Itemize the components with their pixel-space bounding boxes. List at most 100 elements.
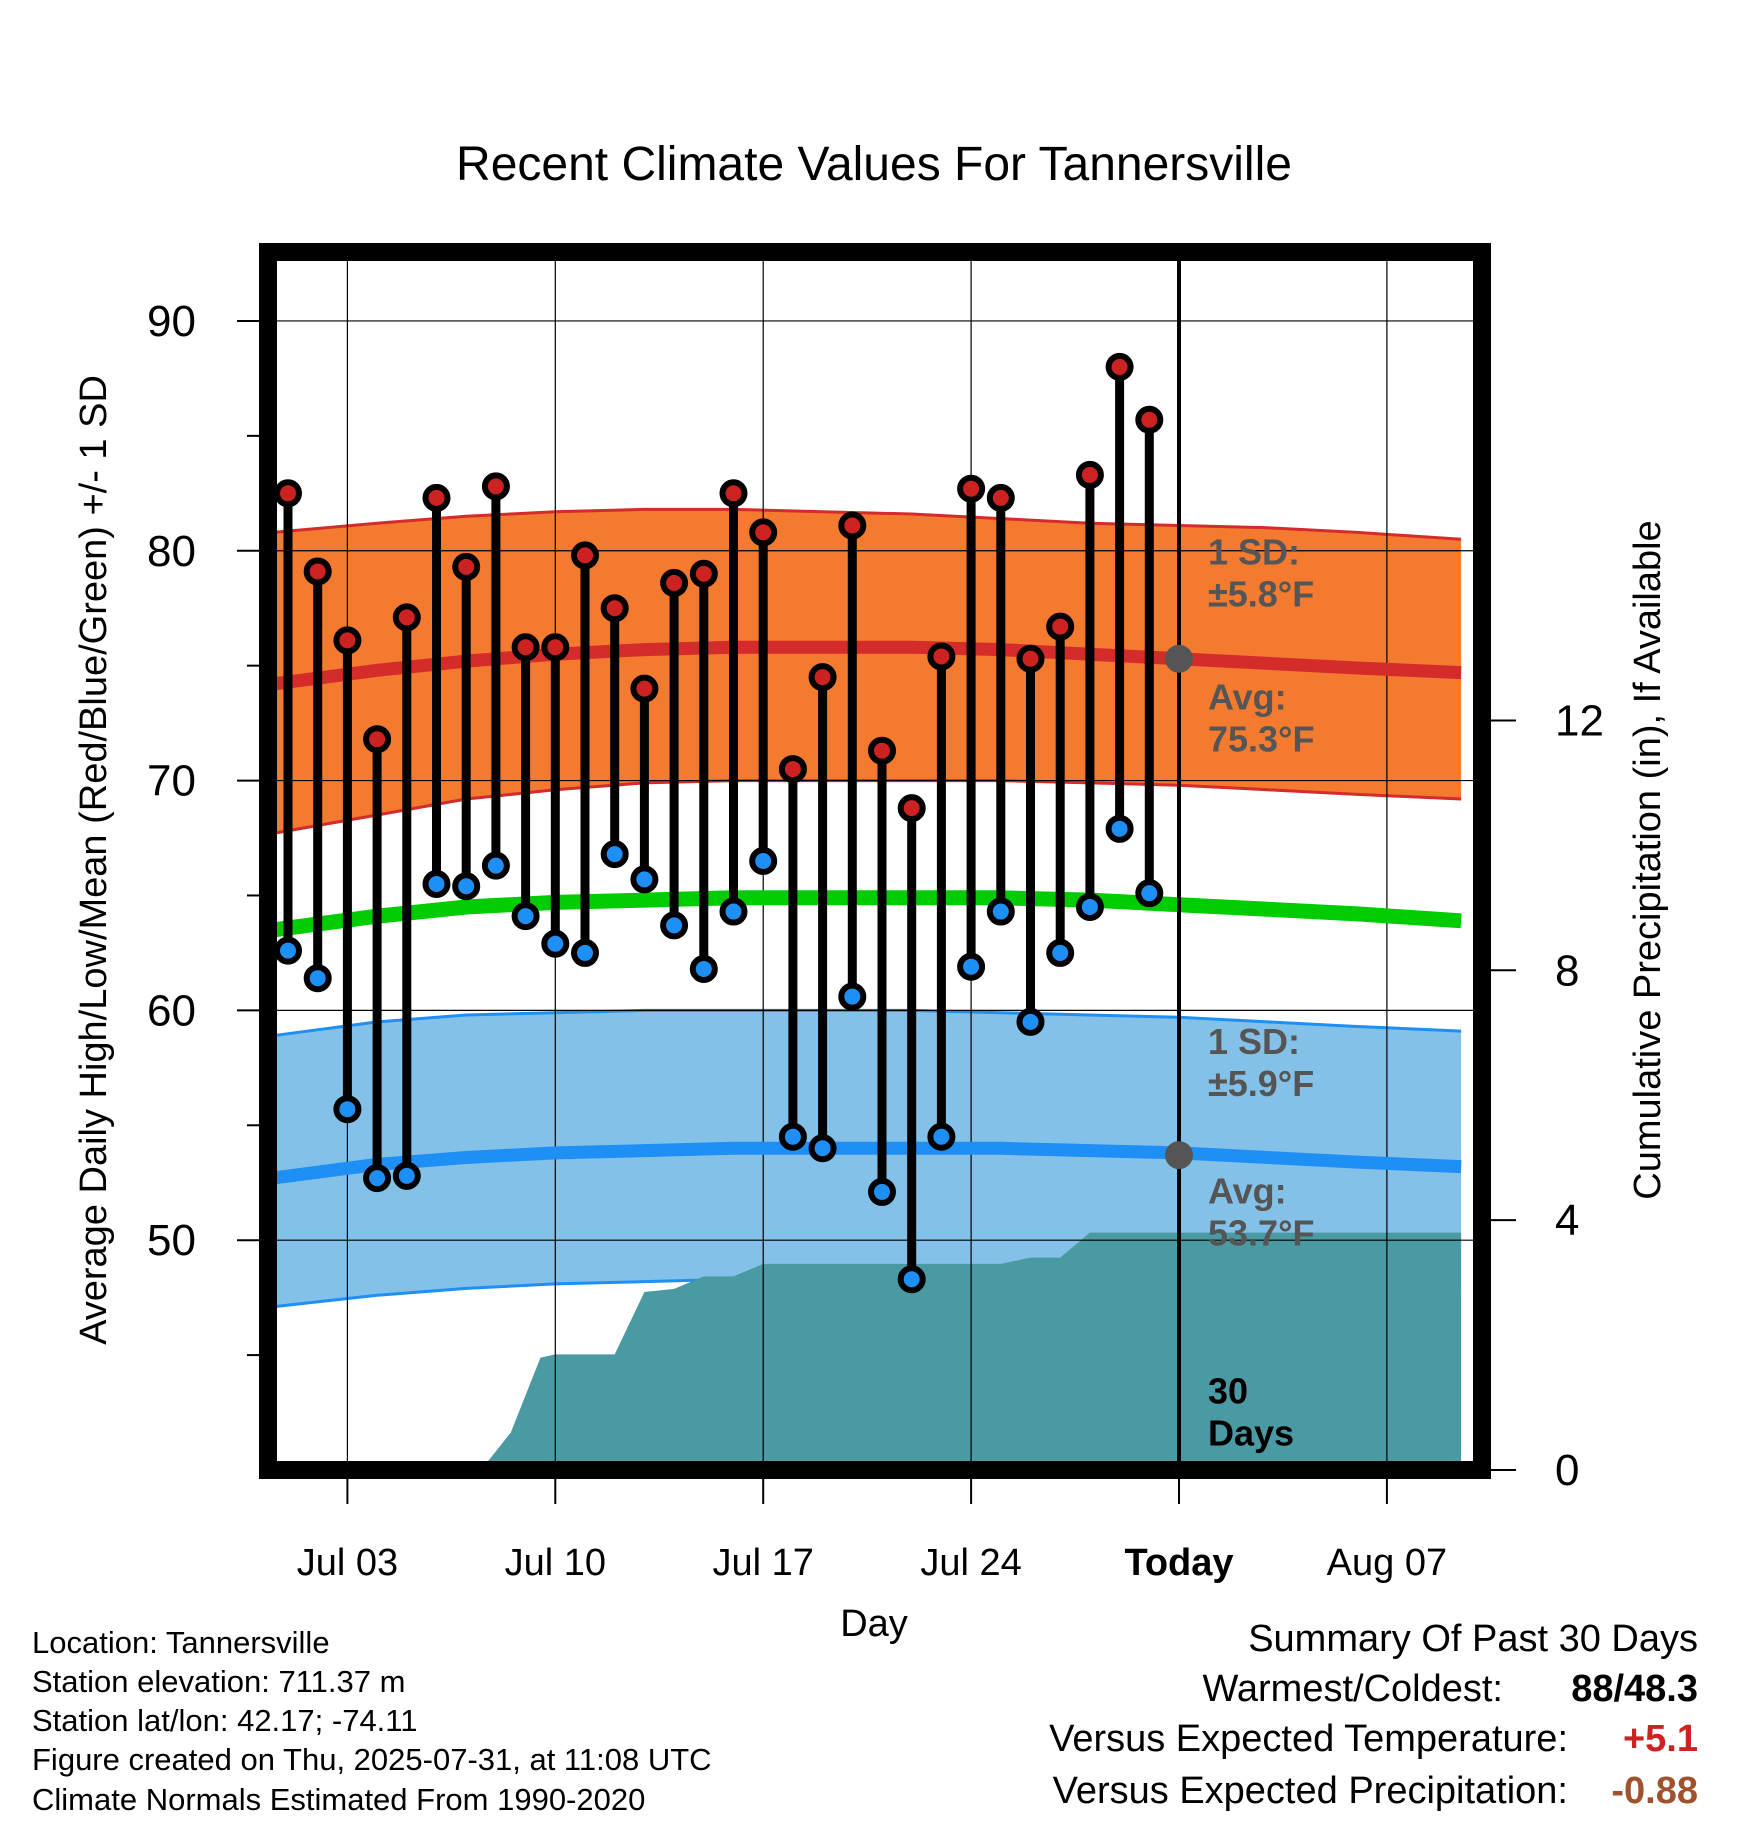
daily-low-point [1135, 879, 1164, 908]
daily-low-point [719, 897, 748, 926]
daily-high-point [481, 472, 510, 501]
daily-high-point [1016, 644, 1045, 673]
daily-low-point [749, 847, 778, 875]
daily-low-point [868, 1177, 896, 1206]
x-tick-label-1: Jul 10 [505, 1542, 606, 1584]
daily-high-point [630, 674, 659, 703]
daily-high-point [868, 736, 896, 765]
daily-low-point [897, 1265, 926, 1294]
daily-low-point [363, 1164, 392, 1193]
daily-high-point [303, 557, 332, 586]
daily-high-point [927, 642, 956, 671]
annotation-high-sd-line1: 1 SD: [1208, 532, 1300, 573]
daily-low-point [481, 851, 510, 880]
daily-low-point [600, 840, 629, 869]
daily-high-point [1105, 352, 1134, 381]
daily-low-point [303, 964, 332, 993]
daily-low-point [808, 1134, 837, 1163]
daily-high-point [422, 483, 451, 512]
y-tick-label-50: 50 [147, 1216, 196, 1265]
summary-precip-value: -0.88 [1611, 1770, 1698, 1812]
x-tick-label-0: Jul 03 [297, 1542, 398, 1584]
summary-precip-label: Versus Expected Precipitation: [1052, 1770, 1568, 1812]
daily-low-point [630, 865, 659, 894]
daily-high-point [838, 511, 867, 540]
daily-low-point [1075, 892, 1104, 921]
y-tick-label-60: 60 [147, 986, 196, 1035]
daily-high-point [1075, 460, 1104, 489]
daily-low-point [392, 1161, 421, 1190]
daily-low-point [1046, 938, 1075, 967]
daily-low-point [452, 872, 481, 901]
plot-inner [268, 252, 1482, 1470]
daily-high-point [363, 725, 392, 754]
y-tick-label-70: 70 [147, 757, 196, 806]
daily-high-point [957, 474, 986, 503]
info-latlon: Station lat/lon: 42.17; -74.11 [32, 1703, 418, 1738]
daily-high-point [511, 633, 540, 662]
daily-high-point [689, 559, 718, 588]
info-elevation: Station elevation: 711.37 m [32, 1664, 406, 1699]
x-tick-label-5: Aug 07 [1327, 1542, 1447, 1584]
annotation-high-avg-line1: Avg: [1208, 676, 1287, 717]
normal-mean-line [272, 890, 1462, 938]
daily-low-point [957, 952, 986, 981]
y-tick-label-90: 90 [147, 297, 196, 346]
today-high-normal-marker [1165, 644, 1193, 673]
annotation-low-sd-line2: ±5.9°F [1208, 1063, 1314, 1104]
y2-tick-label-4: 4 [1555, 1196, 1579, 1245]
x-axis-label: Day [840, 1603, 908, 1645]
annotation-high-sd-line2: ±5.8°F [1208, 574, 1314, 615]
y2-tick-label-0: 0 [1555, 1446, 1579, 1495]
daily-high-point [600, 594, 629, 623]
chart-title: Recent Climate Values For Tannersville [456, 138, 1292, 191]
normal-high-line [272, 640, 1462, 691]
normal-low-line [272, 1141, 1462, 1185]
daily-high-point [1135, 405, 1164, 434]
daily-high-point [392, 603, 421, 632]
daily-high-point [452, 552, 481, 581]
summary-temp-label: Versus Expected Temperature: [1049, 1718, 1568, 1760]
x-tick-label-2: Jul 17 [712, 1542, 813, 1584]
daily-low-point [541, 929, 570, 958]
plot-frame [259, 243, 1491, 1479]
y2-tick-label-8: 8 [1555, 946, 1579, 995]
daily-high-point [749, 518, 778, 547]
daily-low-point [571, 938, 599, 967]
daily-low-point [422, 869, 451, 898]
daily-low-point [927, 1122, 956, 1151]
info-created: Figure created on Thu, 2025-07-31, at 11… [32, 1742, 712, 1777]
daily-low-point [511, 902, 540, 931]
x-tick-label-4: Today [1124, 1542, 1233, 1584]
annotation-high-avg-line2: 75.3°F [1208, 718, 1314, 759]
today-low-normal-marker [1165, 1141, 1193, 1170]
y2-axis-label: Cumulative Precipitation (in), If Availa… [1627, 520, 1669, 1199]
high-sd-band [273, 509, 1462, 834]
high-band-upper-edge [272, 507, 1462, 541]
daily-high-point [1046, 612, 1075, 641]
info-normals: Climate Normals Estimated From 1990-2020 [32, 1782, 646, 1817]
daily-high-point [778, 755, 807, 784]
annotation-window-line1: 30 [1208, 1370, 1248, 1411]
daily-low-point [689, 955, 718, 984]
daily-high-point [986, 483, 1015, 512]
daily-low-point [1105, 814, 1134, 843]
daily-high-point [808, 663, 837, 692]
daily-high-point [660, 568, 689, 597]
daily-low-point [778, 1122, 807, 1151]
daily-high-point [333, 626, 362, 655]
summary-warm-cold-label: Warmest/Coldest: [1202, 1668, 1503, 1710]
daily-low-point [660, 911, 689, 940]
y2-tick-label-12: 12 [1555, 696, 1604, 745]
summary-title: Summary Of Past 30 Days [1248, 1618, 1698, 1660]
daily-low-point [333, 1095, 362, 1124]
daily-high-point [897, 794, 926, 823]
daily-high-point [571, 541, 599, 570]
info-location: Location: Tannersville [32, 1625, 330, 1660]
daily-high-point [541, 633, 570, 662]
summary-warm-cold-value: 88/48.3 [1571, 1668, 1698, 1710]
daily-low-point [838, 982, 867, 1011]
x-tick-label-3: Jul 24 [920, 1542, 1021, 1584]
